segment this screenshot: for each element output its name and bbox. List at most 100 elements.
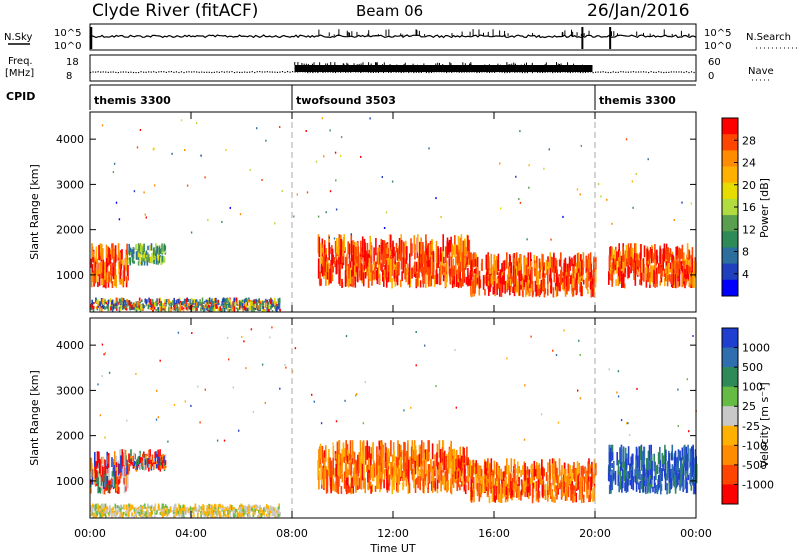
heatmap-cell [187,299,189,302]
heatmap-cell [443,266,446,273]
heatmap-cell [195,304,198,310]
heatmap-cell [466,458,469,469]
heatmap-cell [428,452,431,460]
heatmap-cell [354,276,357,288]
heatmap-cell [220,507,222,510]
freq-dot [226,71,228,73]
heatmap-cell [95,256,97,262]
heatmap-cell [127,473,129,489]
heatmap-cell [258,511,261,516]
colorbar-swatch [722,182,738,200]
heatmap-cell [462,446,464,457]
freq-dot [110,71,112,73]
freq-dot [521,71,523,74]
heatmap-cell [149,463,152,469]
heatmap-cell [620,256,623,269]
heatmap-cell [638,459,641,479]
heatmap-cell [566,271,569,281]
heatmap-cell [150,243,153,251]
heatmap-cell [123,304,125,307]
heatmap-cell [119,303,122,306]
heatmap-cell [366,441,369,460]
heatmap-cell [209,302,211,304]
heatmap-cell [558,458,561,477]
heatmap-cell [666,483,668,495]
heatmap-speckle [190,231,193,234]
heatmap-cell [148,506,151,508]
heatmap-cell [370,249,372,258]
heatmap-cell [243,510,245,516]
heatmap-cell [397,457,400,466]
heatmap-cell [417,476,419,489]
heatmap-cell [586,473,588,482]
heatmap-cell [525,285,528,295]
heatmap-cell [501,263,503,273]
nsearch-tick-bottom: 10^0 [704,41,731,52]
heatmap-cell [119,306,122,309]
heatmap-cell [515,265,518,276]
freq-dot [105,71,107,73]
heatmap-cell [506,274,509,283]
heatmap-cell [270,305,272,310]
heatmap-cell [253,307,255,310]
heatmap-cell [196,307,198,312]
heatmap-cell [121,278,124,286]
heatmap-cell [393,470,395,490]
heatmap-cell [99,243,102,257]
heatmap-cell [449,448,451,469]
freq-dot [324,71,327,73]
heatmap-cell [386,257,388,274]
heatmap-cell [459,446,462,460]
heatmap-cell [438,465,440,476]
station-title: Clyde River (fitACF) [92,1,258,21]
heatmap-cell [145,251,148,258]
heatmap-cell [496,462,498,479]
heatmap-cell [141,461,144,470]
heatmap-speckle [274,222,276,225]
heatmap-cell [560,271,562,285]
heatmap-cell [378,440,381,457]
heatmap-cell [523,486,526,493]
heatmap-speckle [133,190,136,193]
colorbar-swatch [722,118,738,135]
heatmap-cell [224,298,227,304]
heatmap-cell [416,273,419,287]
heatmap-cell [654,259,656,273]
heatmap-cell [278,513,280,517]
heatmap-cell [480,468,483,477]
heatmap-cell [547,489,549,495]
heatmap-cell [378,273,381,285]
heatmap-cell [201,302,203,307]
freq-dot [370,71,372,74]
heatmap-cell [384,452,387,462]
heatmap-cell [564,257,567,273]
heatmap-cell [622,261,625,273]
heatmap-cell [107,453,110,468]
freq-dot [256,71,258,73]
heatmap-cell [101,512,103,517]
heatmap-cell [393,246,395,257]
heatmap-cell [683,479,685,491]
freq-dot [597,71,599,73]
heatmap-cell [425,234,427,256]
heatmap-cell [115,462,118,468]
heatmap-cell [372,442,374,461]
heatmap-cell [487,268,489,276]
heatmap-cell [139,251,142,255]
heatmap-cell [102,508,104,514]
heatmap-cell [465,247,467,254]
heatmap-cell [148,297,150,303]
heatmap-cell [391,477,394,495]
heatmap-cell [155,309,158,312]
heatmap-cell [344,454,347,461]
heatmap-cell [359,455,362,476]
heatmap-cell [111,510,114,513]
heatmap-cell [536,256,538,273]
freq-dot [584,71,587,73]
heatmap-speckle [145,216,147,219]
heatmap-cell [572,494,575,502]
heatmap-cell [161,454,164,459]
heatmap-speckle [681,201,683,204]
heatmap-cell [157,254,159,261]
heatmap-cell [258,298,260,304]
